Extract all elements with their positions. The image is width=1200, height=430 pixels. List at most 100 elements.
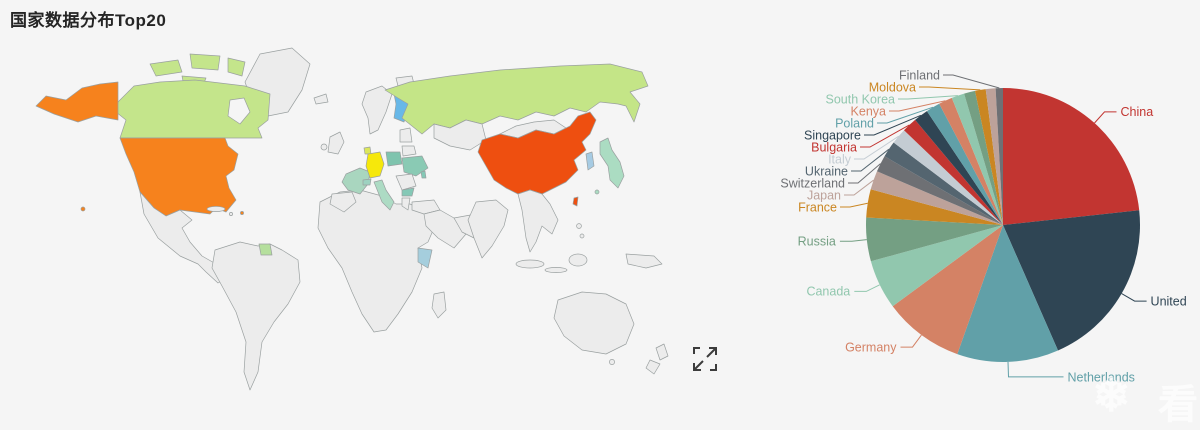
country-middle-east[interactable] (423, 209, 467, 249)
pie-slice-China[interactable] (1003, 88, 1140, 225)
pie-slice-Finland[interactable] (995, 88, 1003, 225)
pie-label-line-Poland (877, 106, 934, 124)
country-bulgaria[interactable] (401, 187, 415, 197)
pie-label-line-Switzerland (848, 163, 881, 184)
country-ireland[interactable] (320, 143, 328, 151)
expand-icon[interactable] (692, 346, 718, 372)
pie-label-line-Germany (900, 334, 922, 348)
pie-label-United: United (1151, 295, 1187, 309)
pie-slice-France[interactable] (866, 189, 1003, 225)
pie-slice-Russia[interactable] (865, 217, 1003, 262)
pie-slice-Germany[interactable] (892, 225, 1003, 355)
country-russia[interactable] (384, 63, 649, 135)
pie-label-line-Moldova (919, 86, 981, 91)
page-title: 国家数据分布Top20 (10, 11, 167, 30)
country-iceland[interactable] (313, 93, 329, 105)
pie-label-Germany: Germany (845, 340, 897, 354)
country-japan-south-island[interactable] (594, 189, 600, 195)
caribbean-island[interactable] (229, 212, 233, 216)
pie-label-China: China (1120, 105, 1153, 119)
country-spain[interactable] (329, 191, 357, 213)
pie-slice-Singapore[interactable] (915, 111, 1003, 225)
country-sumatra[interactable] (515, 259, 545, 269)
pie-slice-Kenya[interactable] (939, 97, 1003, 225)
country-italy[interactable] (373, 179, 395, 211)
pie-slice-Bulgaria[interactable] (904, 119, 1003, 225)
pie-label-line-Singapore (864, 114, 922, 136)
country-new-zealand[interactable] (645, 343, 669, 375)
pie-label-Singapore: Singapore (804, 128, 861, 142)
hudson-bay (227, 97, 251, 125)
pie-label-Kenya: Kenya (851, 104, 886, 118)
pie-chart: China United Netherlands Germany Canada Russi… (780, 68, 1187, 384)
country-india[interactable] (467, 199, 509, 259)
pie-slice-Netherlands[interactable] (957, 225, 1058, 362)
country-usa-alaska[interactable] (35, 81, 119, 123)
country-switzerland[interactable] (362, 178, 372, 186)
pie-label-France: France (798, 200, 837, 214)
country-china[interactable] (477, 111, 597, 195)
pie-slice-Poland[interactable] (926, 103, 1003, 225)
pie-label-line-South Korea (898, 95, 958, 100)
country-france[interactable] (341, 167, 371, 195)
pie-label-line-Canada (854, 284, 880, 292)
pie-label-line-Kenya (889, 100, 946, 112)
country-belarus[interactable] (401, 145, 417, 157)
country-tasmania[interactable] (609, 359, 615, 365)
pie-label-line-Italy (854, 135, 899, 160)
country-usa-hawaii[interactable] (80, 206, 86, 212)
pie-label-line-Ukraine (851, 148, 890, 172)
country-philippines[interactable] (576, 223, 582, 229)
country-poland[interactable] (385, 151, 403, 167)
country-cuba[interactable] (206, 206, 226, 212)
pie-label-Canada: Canada (806, 285, 850, 299)
country-se-asia[interactable] (517, 189, 559, 253)
pie-label-Finland: Finland (899, 68, 940, 82)
pie-label-Moldova: Moldova (869, 80, 916, 94)
pie-label-line-Netherlands (1007, 361, 1064, 378)
country-kenya[interactable] (417, 247, 433, 269)
pie-label-line-Japan (844, 179, 874, 196)
pie-slice-Canada[interactable] (870, 225, 1003, 307)
country-philippines-2[interactable] (579, 233, 585, 239)
country-java[interactable] (544, 267, 568, 273)
pie-label-line-United (1121, 293, 1147, 302)
country-australia[interactable] (553, 291, 635, 355)
pie-label-Japan: Japan (807, 188, 841, 202)
country-taiwan[interactable] (572, 196, 579, 207)
pie-slice-unlabeled[interactable] (964, 90, 1003, 226)
country-usa-puerto-rico[interactable] (240, 211, 244, 215)
country-borneo[interactable] (568, 253, 588, 267)
country-south-korea[interactable] (585, 151, 595, 171)
pie-label-Poland: Poland (835, 116, 874, 130)
country-balkans[interactable] (395, 173, 417, 191)
pie-label-Switzerland: Switzerland (780, 176, 845, 190)
country-baltics[interactable] (399, 127, 413, 143)
pie-slice-Switzerland[interactable] (877, 156, 1003, 225)
pie-slice-Ukraine[interactable] (884, 142, 1004, 226)
pie-slice-Japan[interactable] (870, 171, 1003, 225)
country-canada[interactable] (115, 79, 271, 139)
country-germany[interactable] (365, 151, 385, 179)
country-canada-islands[interactable] (149, 53, 246, 89)
pie-label-line-France (840, 202, 868, 208)
country-moldova[interactable] (420, 170, 427, 179)
pie-slice-Moldova[interactable] (975, 89, 1003, 225)
pie-label-Netherlands: Netherlands (1068, 370, 1135, 384)
country-japan[interactable] (599, 137, 625, 189)
pie-slice-South Korea[interactable] (951, 93, 1003, 225)
pie-label-line-Finland (943, 74, 1000, 89)
pie-label-Ukraine: Ukraine (805, 164, 848, 178)
country-uk[interactable] (327, 131, 345, 155)
country-greece[interactable] (401, 197, 411, 211)
pie-slice-Italy[interactable] (893, 130, 1003, 225)
country-madagascar[interactable] (431, 291, 447, 319)
pie-slice-unlabeled[interactable] (985, 88, 1003, 225)
pie-label-Bulgaria: Bulgaria (811, 140, 857, 154)
country-new-guinea[interactable] (625, 253, 663, 269)
country-scandinavia[interactable] (361, 85, 393, 135)
pie-slice-United[interactable] (1003, 210, 1141, 351)
pie-label-line-Bulgaria (860, 124, 910, 148)
pie-label-South Korea: South Korea (826, 92, 896, 106)
country-guyana[interactable] (258, 243, 273, 256)
